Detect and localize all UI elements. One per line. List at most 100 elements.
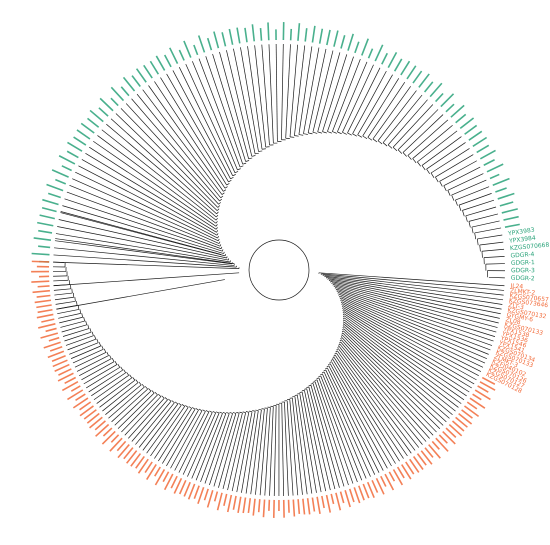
spine-branch	[216, 211, 219, 215]
spine-branch	[342, 321, 345, 324]
tip-label-mark	[344, 490, 351, 508]
tip-branch	[471, 220, 500, 228]
tip-label-mark	[42, 198, 59, 206]
tip-label-mark	[130, 453, 142, 467]
tip-label-mark	[36, 304, 52, 309]
tip-branch	[347, 67, 381, 134]
tip-branch	[392, 104, 434, 148]
long-branch	[60, 211, 222, 255]
tip-branch	[227, 412, 247, 491]
tip-label-mark	[46, 183, 64, 192]
tip-branch	[85, 152, 217, 233]
tip-branch	[337, 348, 416, 451]
spine-branch	[216, 233, 219, 236]
spine-branch	[316, 377, 320, 380]
tip-label-mark	[423, 81, 434, 93]
spine-branch	[318, 375, 321, 378]
spine-branch	[126, 372, 130, 376]
spine-branch	[357, 134, 363, 138]
tip-label-mark	[418, 73, 430, 88]
tip-branch	[192, 61, 238, 171]
spine-branch	[228, 180, 232, 183]
tip-label-mark	[455, 416, 468, 428]
spine-branch	[216, 230, 219, 233]
tip-label: GDGR-4	[510, 251, 534, 259]
spine-branch	[236, 411, 240, 414]
tip-label-mark	[117, 444, 130, 459]
spine-branch	[87, 324, 90, 329]
tip-branch	[281, 403, 285, 496]
tip-label-mark	[98, 107, 109, 117]
tip-label-mark	[193, 44, 199, 56]
spine-branch	[109, 354, 112, 359]
tip-branch	[335, 287, 496, 337]
tip-label: ZLMKT-2	[510, 288, 536, 297]
spine-branch	[221, 192, 225, 195]
tip-branch	[336, 352, 408, 457]
tip-branch	[304, 390, 327, 492]
tip-branch	[344, 321, 456, 412]
tip-label-mark	[223, 493, 228, 506]
tip-label-mark	[213, 31, 220, 49]
spine-branch	[332, 357, 335, 359]
tip-branch	[343, 328, 447, 423]
spine-branch	[329, 361, 332, 363]
tip-label-mark	[495, 187, 507, 193]
tip-label-mark	[197, 35, 206, 53]
tip-branch	[307, 48, 327, 133]
spine-branch	[185, 405, 189, 408]
tip-branch	[60, 320, 85, 328]
spine-branch	[325, 367, 328, 370]
tip-label-mark	[251, 24, 256, 42]
tip-branch	[387, 99, 428, 146]
tip-label-mark	[237, 496, 242, 514]
tip-branch	[331, 361, 392, 467]
tip-branch	[54, 240, 233, 265]
tip-label: KZGS070657	[509, 292, 549, 303]
tip-branch	[166, 409, 199, 467]
tip-label-mark	[497, 192, 515, 200]
spine-branch	[212, 411, 216, 414]
tip-label-mark	[247, 498, 252, 514]
tip-branch	[337, 61, 368, 133]
tip-branch	[343, 311, 470, 393]
tip-label-mark	[36, 294, 51, 298]
tip-branch	[240, 47, 259, 152]
tip-label-mark	[178, 479, 187, 495]
tip-label-mark	[155, 55, 166, 71]
tip-label-mark	[353, 487, 361, 504]
tip-label-mark	[455, 113, 467, 124]
tip-label-mark	[325, 494, 332, 513]
tip-label: JL24	[509, 283, 523, 291]
tip-label-mark	[31, 260, 50, 263]
tip-label-mark	[61, 165, 72, 172]
tip-branch	[69, 342, 99, 355]
tip-branch	[312, 50, 334, 133]
tip-branch	[331, 282, 499, 324]
tip-branch	[70, 345, 101, 359]
tip-label-mark	[33, 237, 52, 241]
tip-branch	[204, 413, 230, 484]
tip-branch	[101, 129, 217, 221]
tip-branch	[477, 234, 503, 240]
tip-branch	[74, 352, 107, 368]
tip-branch	[62, 205, 224, 254]
tip-label-mark	[122, 76, 136, 92]
spine-branch	[342, 319, 345, 322]
spine-branch	[181, 404, 185, 407]
tip-label-mark	[79, 405, 94, 417]
tip-branch	[297, 395, 313, 494]
tip-branch	[75, 171, 219, 242]
tip-branch	[66, 191, 222, 250]
tip-branch	[200, 413, 227, 483]
tip-branch	[72, 178, 220, 244]
tip-branch	[342, 305, 477, 381]
tip-branch	[325, 369, 376, 475]
tip-branch	[124, 396, 162, 436]
tip-label-mark	[137, 458, 149, 474]
tip-branch	[154, 407, 189, 459]
tip-label-mark	[146, 464, 157, 480]
spine-branch	[447, 190, 451, 196]
tip-branch	[76, 355, 109, 372]
spine-branch	[332, 131, 337, 134]
